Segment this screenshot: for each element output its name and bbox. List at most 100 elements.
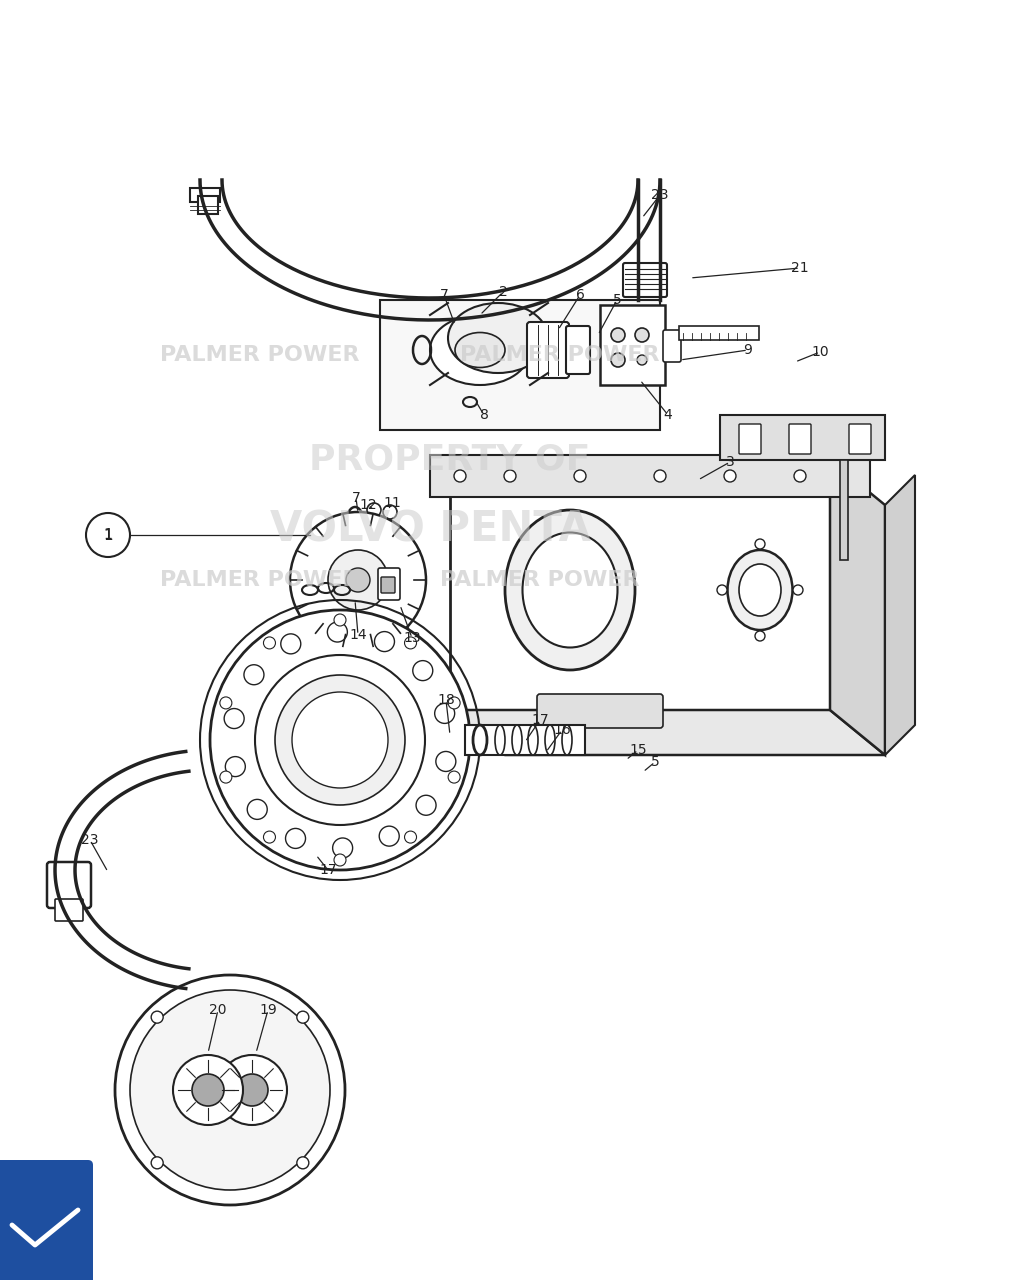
- Text: 3: 3: [725, 454, 734, 468]
- FancyBboxPatch shape: [739, 424, 760, 454]
- Circle shape: [327, 622, 347, 643]
- Polygon shape: [829, 460, 884, 755]
- Text: 1: 1: [103, 527, 113, 543]
- Text: VOLVO PENTA: VOLVO PENTA: [269, 509, 590, 550]
- FancyBboxPatch shape: [378, 568, 399, 600]
- Circle shape: [86, 513, 129, 557]
- Circle shape: [416, 795, 436, 815]
- Circle shape: [610, 328, 625, 342]
- Circle shape: [447, 771, 460, 783]
- Circle shape: [574, 470, 586, 483]
- Text: PROPERTY OF: PROPERTY OF: [309, 443, 590, 477]
- Text: 10: 10: [810, 346, 828, 358]
- Circle shape: [405, 637, 416, 649]
- Bar: [449, 460, 829, 710]
- Circle shape: [332, 838, 353, 858]
- Text: PALMER POWER: PALMER POWER: [460, 346, 659, 365]
- Text: PALMER POWER: PALMER POWER: [440, 570, 639, 590]
- Circle shape: [405, 831, 416, 844]
- Ellipse shape: [544, 724, 554, 755]
- Ellipse shape: [727, 550, 792, 630]
- Polygon shape: [449, 710, 884, 755]
- Circle shape: [333, 854, 345, 867]
- FancyBboxPatch shape: [55, 899, 83, 922]
- Text: PALMER POWER: PALMER POWER: [160, 570, 360, 590]
- Text: 2: 2: [498, 285, 506, 300]
- Bar: [679, 326, 758, 340]
- Ellipse shape: [454, 333, 504, 367]
- Circle shape: [247, 800, 267, 819]
- Ellipse shape: [504, 509, 635, 669]
- Bar: [190, 188, 220, 202]
- Circle shape: [635, 328, 648, 342]
- Ellipse shape: [494, 724, 504, 755]
- Text: 1: 1: [104, 527, 112, 541]
- FancyBboxPatch shape: [848, 424, 870, 454]
- Circle shape: [235, 1074, 268, 1106]
- Circle shape: [434, 704, 454, 723]
- Text: 12: 12: [359, 498, 376, 512]
- Circle shape: [637, 355, 646, 365]
- Circle shape: [289, 512, 426, 648]
- FancyBboxPatch shape: [0, 1160, 93, 1280]
- Circle shape: [115, 975, 344, 1204]
- Circle shape: [244, 664, 264, 685]
- FancyBboxPatch shape: [47, 861, 91, 908]
- FancyBboxPatch shape: [566, 326, 589, 374]
- Text: 8: 8: [479, 408, 488, 422]
- Ellipse shape: [561, 724, 572, 755]
- FancyBboxPatch shape: [527, 323, 569, 378]
- Ellipse shape: [512, 724, 522, 755]
- Ellipse shape: [522, 532, 616, 648]
- Bar: [719, 415, 884, 460]
- Circle shape: [435, 751, 455, 772]
- Circle shape: [280, 634, 301, 654]
- Circle shape: [210, 611, 470, 870]
- Circle shape: [333, 614, 345, 626]
- FancyBboxPatch shape: [662, 330, 681, 362]
- Text: 17: 17: [531, 713, 548, 727]
- Text: PALMER POWER: PALMER POWER: [160, 346, 360, 365]
- Circle shape: [129, 989, 330, 1190]
- Circle shape: [255, 655, 425, 826]
- Circle shape: [382, 506, 396, 518]
- Circle shape: [220, 771, 231, 783]
- Bar: [430, 454, 869, 497]
- Circle shape: [173, 1055, 243, 1125]
- Circle shape: [217, 1055, 286, 1125]
- FancyBboxPatch shape: [536, 694, 662, 728]
- Text: 7: 7: [439, 288, 448, 302]
- Circle shape: [453, 470, 466, 483]
- FancyBboxPatch shape: [381, 577, 394, 593]
- Ellipse shape: [430, 315, 530, 385]
- Text: 16: 16: [552, 723, 571, 737]
- Text: 18: 18: [437, 692, 454, 707]
- Text: 23: 23: [82, 833, 99, 847]
- Bar: [599, 305, 664, 385]
- FancyBboxPatch shape: [623, 262, 666, 297]
- Text: 6: 6: [575, 288, 584, 302]
- Circle shape: [413, 660, 432, 681]
- Bar: [465, 724, 585, 755]
- Text: 19: 19: [259, 1004, 276, 1018]
- Text: 7: 7: [352, 492, 360, 506]
- Circle shape: [291, 692, 387, 788]
- Circle shape: [328, 550, 387, 611]
- Text: 5: 5: [612, 293, 621, 307]
- Text: 9: 9: [743, 343, 752, 357]
- FancyBboxPatch shape: [789, 424, 810, 454]
- Ellipse shape: [447, 303, 547, 372]
- Circle shape: [151, 1157, 163, 1169]
- Text: 15: 15: [629, 742, 646, 756]
- Circle shape: [263, 831, 275, 844]
- Circle shape: [653, 470, 665, 483]
- Circle shape: [503, 470, 516, 483]
- Bar: [380, 300, 659, 430]
- Circle shape: [192, 1074, 224, 1106]
- Text: 17: 17: [319, 863, 336, 877]
- Circle shape: [367, 503, 381, 517]
- Text: 4: 4: [663, 408, 672, 422]
- Circle shape: [754, 631, 764, 641]
- Circle shape: [793, 470, 805, 483]
- Circle shape: [374, 631, 394, 652]
